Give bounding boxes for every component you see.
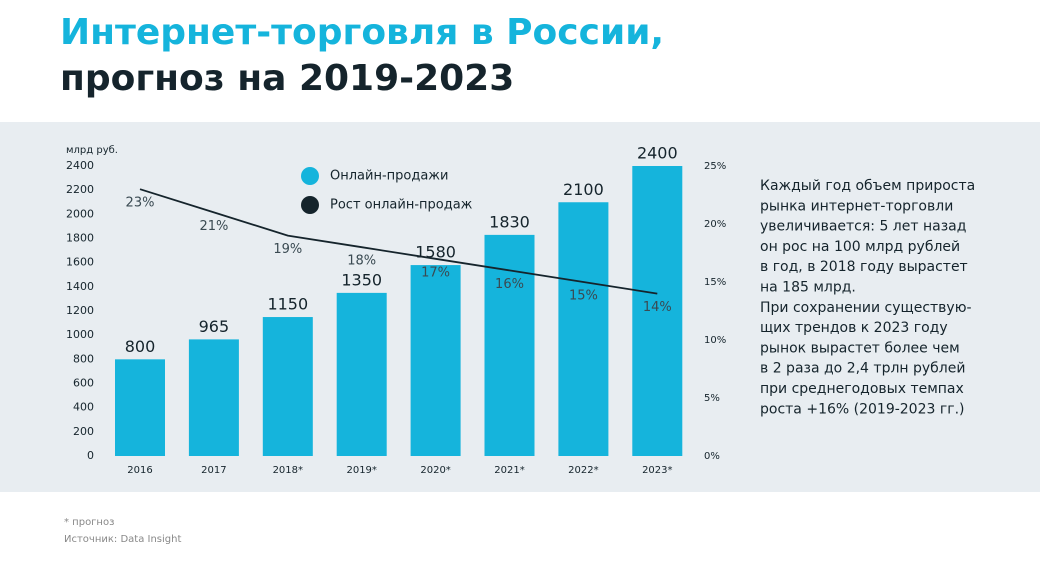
y-tick-label: 1800 [66,232,94,245]
note-line: на 185 млрд. [760,280,856,296]
x-tick-label: 2020* [420,465,450,476]
note-line: Каждый год объем прироста [760,178,975,194]
note-line: в год, в 2018 году вырастет [760,259,968,275]
note-line: щих трендов к 2023 году [760,320,948,336]
y-tick-label: 2400 [66,159,94,172]
line-value-label: 17% [421,265,450,280]
note-line: он рос на 100 млрд рублей [760,239,960,255]
bar [336,292,387,456]
x-tick-label: 2019* [346,465,376,476]
y-tick-label: 0 [87,449,94,462]
bar [484,234,535,456]
y2-tick-label: 0% [704,451,720,462]
bar-value-label: 1150 [267,295,308,314]
y-tick-label: 1000 [66,328,94,341]
bar-value-label: 965 [199,317,230,336]
x-tick-label: 2017 [201,465,226,476]
legend-marker [301,167,319,185]
bar [558,202,609,456]
bar-value-label: 1350 [341,270,382,289]
chart-subtitle: прогноз на 2019-2023 [60,58,514,99]
bar-value-label: 800 [125,337,156,356]
chart-title: Интернет-торговля в России, [60,12,664,53]
bar [262,317,313,456]
line-value-label: 21% [199,219,228,234]
footnote: * прогноз [64,517,114,528]
y-tick-label: 2200 [66,183,94,196]
y-tick-label: 1400 [66,280,94,293]
y2-tick-label: 25% [704,161,726,172]
y2-tick-label: 20% [704,219,726,230]
y2-tick-label: 15% [704,277,726,288]
y-tick-label: 400 [73,401,94,414]
bar-value-label: 2100 [563,180,604,199]
note-line: в 2 раза до 2,4 трлн рублей [760,361,965,377]
note-line: рынок вырастет более чем [760,340,960,356]
line-value-label: 15% [569,289,598,304]
line-value-label: 19% [273,242,302,257]
note-line: рынка интернет-торговли [760,198,953,214]
x-tick-label: 2021* [494,465,524,476]
bar-value-label: 2400 [637,144,678,163]
bar-value-label: 1830 [489,212,530,231]
y2-tick-label: 10% [704,335,726,346]
x-tick-label: 2023* [642,465,672,476]
line [139,188,658,295]
legend-label: Рост онлайн-продаж [330,198,473,213]
legend-label: Онлайн-продажи [330,169,448,184]
bar [188,339,239,456]
note-line: при среднегодовых темпах [760,381,964,397]
y-tick-label: 200 [73,425,94,438]
bar [410,265,461,456]
x-tick-label: 2016 [127,465,152,476]
note-line: роста +16% (2019-2023 гг.) [760,401,964,417]
line-value-label: 14% [643,300,672,315]
footnote: Источник: Data Insight [64,534,181,545]
note-line: При сохранении существую- [760,300,972,316]
y-axis-label: млрд руб. [66,145,118,156]
legend-marker [301,196,319,214]
line-value-label: 23% [126,196,155,211]
x-tick-label: 2022* [568,465,598,476]
line-value-label: 16% [495,277,524,292]
note-line: увеличивается: 5 лет назад [760,219,966,235]
y-tick-label: 1600 [66,256,94,269]
line-value-label: 18% [347,254,376,269]
y-tick-label: 1200 [66,304,94,317]
y-tick-label: 2000 [66,207,94,220]
y-tick-label: 800 [73,352,94,365]
y2-tick-label: 5% [704,393,720,404]
bar [632,166,683,456]
y-tick-label: 600 [73,377,94,390]
x-tick-label: 2018* [273,465,303,476]
bar [115,359,165,456]
